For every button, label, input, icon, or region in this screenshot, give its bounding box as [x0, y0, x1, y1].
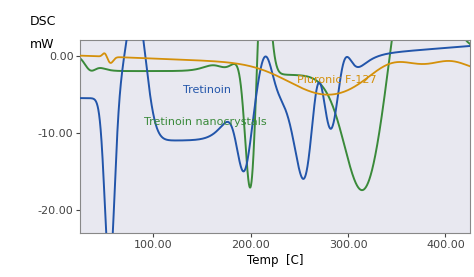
Text: Tretinoin nanocrystals: Tretinoin nanocrystals: [144, 117, 266, 127]
Text: DSC: DSC: [30, 15, 56, 28]
Text: Tretinoin: Tretinoin: [182, 85, 230, 95]
Text: mW: mW: [30, 38, 54, 51]
Text: Pluronic F-127: Pluronic F-127: [298, 75, 377, 85]
X-axis label: Temp  [C]: Temp [C]: [247, 254, 303, 267]
